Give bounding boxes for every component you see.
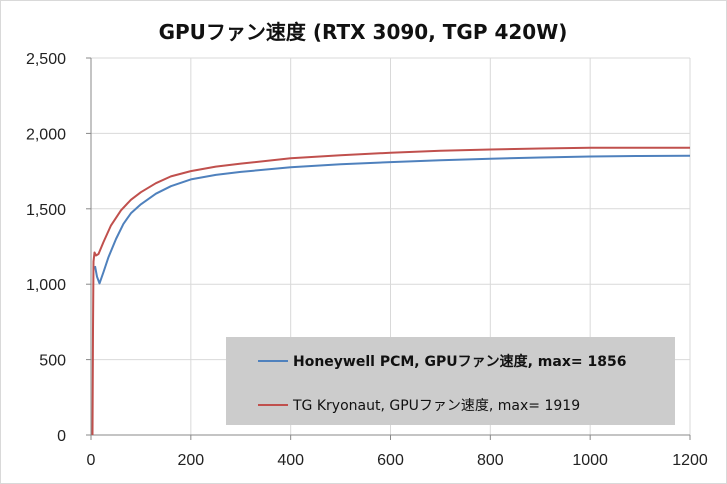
- legend-label-honeywell: Honeywell PCM, GPUファン速度, max= 1856: [293, 353, 626, 370]
- x-tick-label: 1200: [672, 452, 708, 469]
- x-tick-label: 600: [377, 452, 404, 469]
- legend-box: [226, 337, 675, 425]
- chart-title: GPUファン速度 (RTX 3090, TGP 420W): [159, 20, 568, 44]
- x-tick-label: 0: [87, 452, 96, 469]
- series-line-honeywell: [94, 154, 691, 285]
- legend: Honeywell PCM, GPUファン速度, max= 1856 TG Kr…: [226, 337, 675, 425]
- y-tick-label: 1,500: [26, 202, 66, 219]
- x-tick-label: 200: [177, 452, 204, 469]
- x-tick-label: 1000: [572, 452, 608, 469]
- x-tick-label: 400: [277, 452, 304, 469]
- y-tick-label: 0: [57, 428, 66, 445]
- series-line-kryonaut: [91, 146, 690, 436]
- y-tick-label: 500: [39, 353, 66, 370]
- legend-label-kryonaut: TG Kryonaut, GPUファン速度, max= 1919: [292, 398, 580, 414]
- y-tick-label: 1,000: [26, 277, 66, 294]
- y-tick-label: 2,000: [26, 126, 66, 143]
- y-tick-label: 2,500: [26, 51, 66, 68]
- x-tick-label: 800: [477, 452, 504, 469]
